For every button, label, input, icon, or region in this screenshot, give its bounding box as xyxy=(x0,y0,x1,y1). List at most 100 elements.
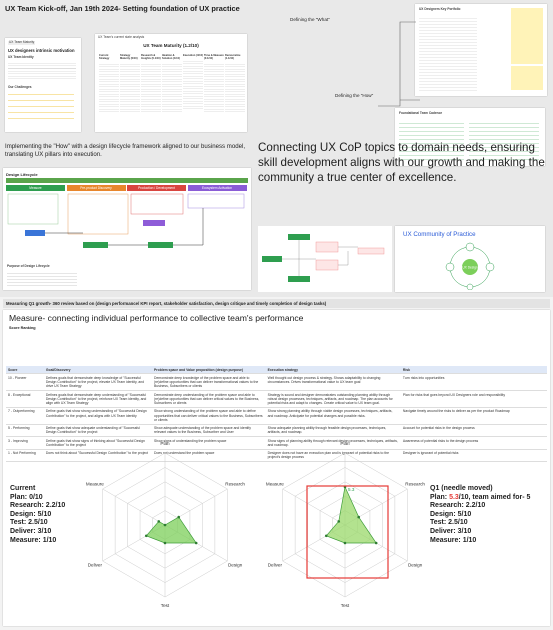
note xyxy=(511,8,543,64)
slide-tag: UX Team's current state analysis xyxy=(98,35,145,39)
satellite xyxy=(485,262,495,272)
column-header: Goal/Discovery xyxy=(43,366,153,375)
text-lines xyxy=(204,62,224,112)
measure-banner: Measuring Q1 growth- 360 review based on… xyxy=(3,299,550,308)
mind-node xyxy=(288,276,310,282)
flow-box xyxy=(7,193,59,225)
radar-axis xyxy=(282,488,346,526)
radar-axis-label: Design xyxy=(228,563,243,568)
table-cell: Show strong planning ability through via… xyxy=(265,407,401,425)
cop-mindmap xyxy=(258,226,392,292)
score-line: Plan: 0/10 xyxy=(10,494,65,503)
satellite xyxy=(445,262,455,272)
radar-axis-label: Research xyxy=(405,482,425,487)
maturity-column: Time & Measure (0.1/10) xyxy=(204,54,224,128)
header-row: Score Goal/Discovery Problem space and Val… xyxy=(6,366,547,375)
score-value: 1 xyxy=(462,536,467,544)
table-row: 7 - Outperforming Define goals that show … xyxy=(6,407,547,425)
flow-node xyxy=(83,242,108,248)
score-name: Design: xyxy=(10,510,38,518)
score-line: Design: 5/10 xyxy=(430,511,530,520)
maturity-column: Research & Insights (0.1/10) xyxy=(141,54,161,128)
score-name: Measure: xyxy=(10,536,43,544)
radar-point xyxy=(144,534,148,538)
column-title: Democratize (1.1/10) xyxy=(225,54,241,60)
radar-axis-label: Deliver xyxy=(88,563,103,568)
score-value: 2.2 xyxy=(465,502,476,510)
radar-axis-label: Plan xyxy=(340,441,350,446)
radar-axis-label: Test xyxy=(161,603,170,608)
table-row: 8 - Exceptional Defines goals that demons… xyxy=(6,390,547,408)
table-cell: Demonstrate deep understanding of the pr… xyxy=(152,390,266,408)
connector-line xyxy=(378,21,420,107)
radar-axis-label: Plan xyxy=(160,441,170,446)
table-cell: Define goals that show signs of thinking… xyxy=(43,436,153,450)
table-cell: Show signs of understanding the problem … xyxy=(152,436,266,450)
slide-section: Our Challenges xyxy=(8,85,32,89)
measure-subtitle: Score Ranking xyxy=(9,326,36,330)
section-intro: Connecting UX CoP topics to domain needs… xyxy=(258,141,545,184)
label: Defining the "How" xyxy=(335,93,374,98)
score-name: Measure: xyxy=(430,536,463,544)
score-name: Design: xyxy=(430,510,458,518)
score-value: 2.2 xyxy=(45,502,56,510)
cop-board: UX Community of Practice UX Design xyxy=(395,226,545,292)
score-table: Score Goal/Discovery Problem space and Val… xyxy=(6,366,547,462)
score-value: 5.3 xyxy=(449,493,459,501)
slide-maturity: UX Team's current state analysis UX Team… xyxy=(95,34,247,132)
section-intro: Implementing the "How" with a design lif… xyxy=(5,143,246,158)
radar-axis xyxy=(102,488,166,526)
score-value: 5 xyxy=(457,510,462,518)
table-row: 5 - Performing Define goals that show ade… xyxy=(6,424,547,437)
score-suffix: /10 xyxy=(32,493,43,501)
slide-how: Foundational Team Cadence xyxy=(395,108,545,166)
note xyxy=(511,66,543,90)
maturity-column: Current Strategy xyxy=(99,54,119,128)
table-cell: Designer is ignorant of potential risks xyxy=(400,449,547,462)
lifecycle-banner xyxy=(6,178,248,183)
core-label: UX Design xyxy=(462,266,477,270)
slide-tag: UX Team Maturity xyxy=(8,40,36,45)
flow-node xyxy=(148,242,173,248)
score-suffix: /10 xyxy=(461,527,472,535)
highlight-box xyxy=(306,485,389,579)
score-name: Research: xyxy=(10,502,46,510)
radar-point xyxy=(357,515,361,519)
radar-axis-label: Deliver xyxy=(268,563,283,568)
measure-card: Measure- connecting individual performan… xyxy=(3,310,550,626)
radar-point xyxy=(343,541,347,545)
maturity-column: Strategy Maturity (0/10) xyxy=(120,54,140,128)
maturity-column: Ideation & Solution (1/10) xyxy=(162,54,182,128)
table-cell: 7 - Outperforming xyxy=(6,407,44,425)
lifecycle-flow xyxy=(7,193,245,248)
radar-point xyxy=(194,541,198,545)
flow-box xyxy=(130,193,184,215)
lifecycle-footer-title: Purpose of Design Lifecycle xyxy=(7,264,50,268)
table-cell: Account for potential risks in the desig… xyxy=(400,424,547,437)
maturity-column: Democratize (1.1/10) xyxy=(225,54,245,128)
table-cell: Well thought out design process & strate… xyxy=(265,373,401,391)
score-suffix: /10 xyxy=(466,536,477,544)
slide-title: UX Team Maturity (1.2/10) xyxy=(143,43,199,48)
score-title: Current xyxy=(10,485,36,492)
score-list: Current Plan: 0/10 Research: 2.2/10 Design:… xyxy=(10,485,65,545)
score-value: 3 xyxy=(37,527,42,535)
score-value: 2.5 xyxy=(448,519,458,527)
table-cell: Awareness of potential risks to the desi… xyxy=(400,436,547,450)
table-cell: 8 - Exceptional xyxy=(6,390,44,408)
score-line: Measure: 1/10 xyxy=(10,537,65,546)
table-cell: Turn risks into opportunities xyxy=(400,373,547,391)
table-cell: Does not think about "Successful Design … xyxy=(43,449,153,462)
column-header: Risk xyxy=(400,366,547,375)
radar-point xyxy=(337,520,341,523)
score-name: Plan: xyxy=(10,493,30,501)
score-suffix: /10 xyxy=(55,502,66,510)
score-name: Deliver: xyxy=(430,527,458,535)
table-row: 10 - Pioneer Defines goals that demonstra… xyxy=(6,373,547,391)
score-title: Q1 (needle moved) xyxy=(430,485,493,492)
table-cell: Designer does not have an execution plan… xyxy=(265,449,401,462)
label: Defining the "What" xyxy=(290,17,330,22)
maturity-column: Execution (4/10) xyxy=(183,54,203,128)
table-cell: Define goals that show strong understand… xyxy=(43,407,153,425)
score-line: Deliver: 3/10 xyxy=(430,528,530,537)
